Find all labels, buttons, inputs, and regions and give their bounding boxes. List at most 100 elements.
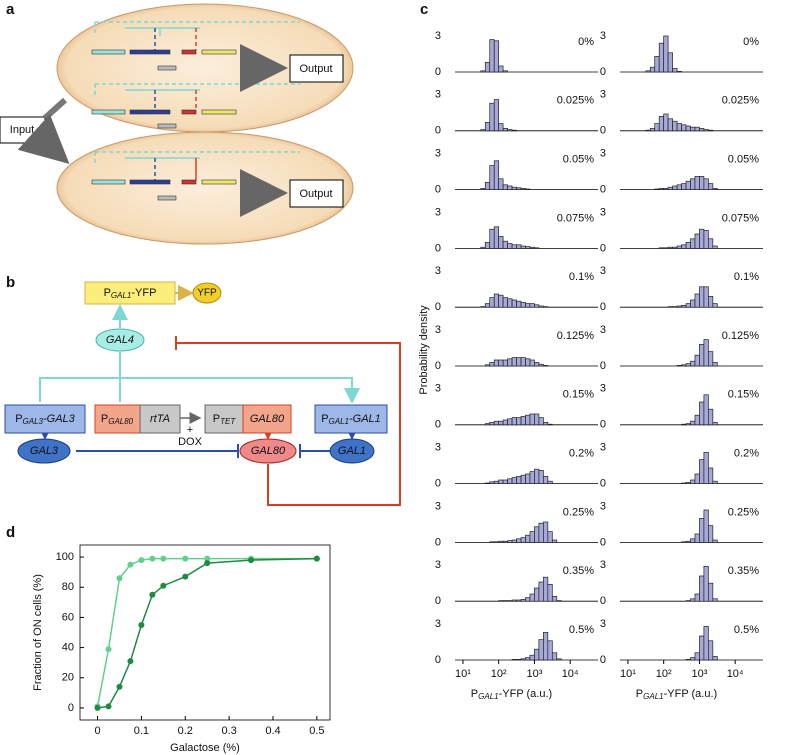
series-label: 0.05%	[563, 154, 594, 166]
series-label: 0.2%	[569, 448, 594, 460]
bar	[543, 632, 549, 661]
line	[96, 557, 317, 707]
bar	[708, 351, 714, 367]
y-tick-label: 0	[435, 125, 441, 137]
bar	[538, 470, 544, 484]
bar	[507, 129, 513, 132]
bar	[493, 99, 500, 132]
bar	[672, 306, 678, 308]
bar	[502, 540, 508, 543]
y-tick-label: 3	[435, 383, 441, 395]
y-tick-label: 0	[435, 360, 441, 372]
y-tick-label: 3	[435, 500, 441, 512]
bar	[498, 479, 504, 484]
x-axis-label-part: -YFP (a.u.)	[499, 688, 553, 700]
bar	[516, 417, 522, 426]
bar	[498, 65, 504, 73]
bar	[516, 476, 522, 484]
bar	[493, 359, 500, 367]
bar	[511, 129, 517, 132]
point	[94, 704, 101, 711]
x-tick-label: 10¹	[620, 668, 636, 680]
node-box	[94, 404, 141, 434]
bar	[685, 600, 691, 602]
bar	[525, 303, 531, 308]
bar	[507, 600, 513, 602]
bar	[502, 184, 508, 190]
node-ellipse	[329, 438, 375, 464]
bar	[538, 581, 544, 602]
y-tick-label: 0	[435, 419, 441, 431]
y-tick-label: 3	[600, 324, 606, 336]
bar	[694, 176, 700, 190]
input-label: Input	[10, 124, 34, 136]
y-tick-label: 0	[435, 536, 441, 548]
x-tick-label: 0.2	[178, 725, 193, 737]
bar	[493, 420, 500, 426]
point	[204, 555, 211, 562]
x-axis-label-part: P	[471, 688, 478, 700]
series-label: 0%	[743, 36, 759, 48]
bar	[699, 518, 705, 543]
point	[127, 561, 134, 568]
bar	[543, 306, 549, 308]
bar	[685, 242, 691, 249]
bar	[520, 357, 526, 367]
bar	[676, 305, 682, 308]
series-label: 0.35%	[563, 565, 594, 577]
bar	[511, 539, 517, 543]
bar	[502, 359, 508, 367]
bar	[708, 129, 714, 132]
bar	[547, 480, 553, 484]
y-tick-label: 3	[600, 206, 606, 218]
y-axis-label: Fraction of ON cells (%)	[32, 574, 44, 691]
y-tick-label: 0	[600, 242, 606, 254]
bar	[690, 126, 696, 132]
series-label: 0.25%	[728, 506, 759, 518]
bar	[538, 639, 544, 661]
bar	[502, 297, 508, 308]
bar	[480, 246, 486, 249]
bar	[489, 362, 495, 367]
y-tick-label: 0	[600, 536, 606, 548]
bar	[699, 635, 705, 661]
bar	[694, 233, 700, 249]
bar	[699, 575, 705, 602]
bar	[498, 178, 504, 190]
bar	[712, 362, 718, 367]
y-tick-label: 0	[435, 478, 441, 490]
bar	[712, 598, 718, 602]
bar	[534, 468, 540, 484]
bar	[529, 654, 535, 661]
node-ellipse	[192, 282, 222, 304]
x-axis-label-part: -YFP (a.u.)	[664, 688, 718, 700]
node-box	[204, 404, 244, 434]
bar	[690, 657, 696, 661]
bar	[663, 35, 669, 73]
y-tick-label: 0	[600, 595, 606, 607]
bar	[489, 228, 495, 249]
x-tick-label: 0.4	[265, 725, 280, 737]
bar	[685, 303, 691, 308]
y-tick-label: 0	[435, 242, 441, 254]
y-tick-label: 3	[435, 148, 441, 160]
node-box	[139, 404, 181, 434]
bar	[694, 533, 700, 543]
bar	[681, 305, 687, 308]
bar	[507, 185, 513, 190]
inhibition	[76, 444, 239, 458]
bar	[507, 298, 513, 308]
bar	[703, 230, 709, 249]
bar	[703, 339, 709, 367]
bar	[543, 521, 549, 543]
bar	[516, 357, 522, 367]
bar	[498, 359, 504, 367]
x-tick-label: 0.5	[309, 725, 324, 737]
x-axis-label-part: GAL1	[643, 692, 663, 701]
bar	[649, 128, 656, 132]
diagram-b: PGAL1-YFP YFP GAL4 PGAL3-GAL3 PGAL80 rtT…	[4, 281, 401, 506]
bar	[667, 118, 673, 132]
bar	[712, 656, 718, 661]
bar	[516, 599, 522, 602]
